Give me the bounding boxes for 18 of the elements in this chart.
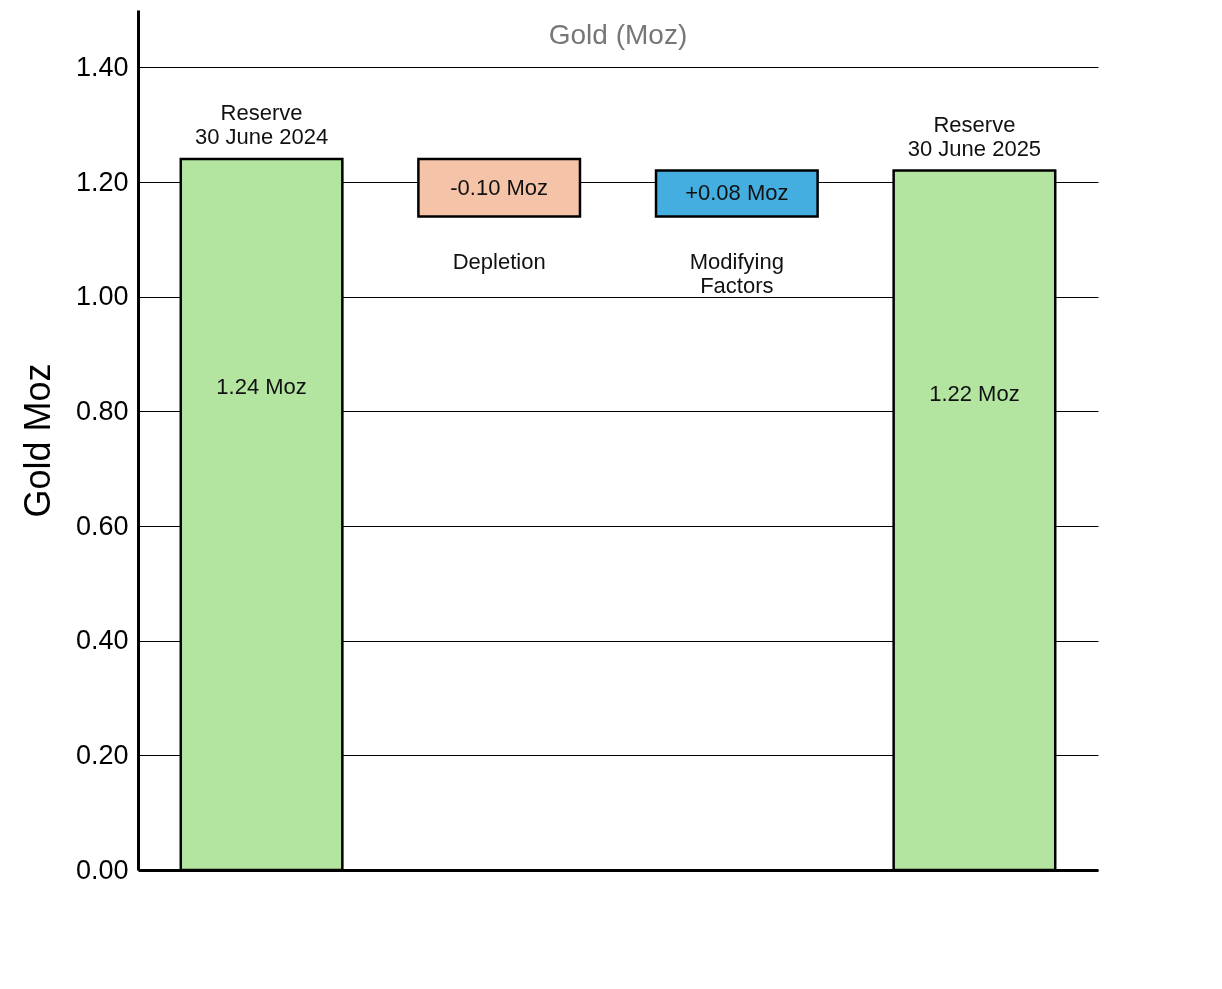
y-tick-label: 0.00 (75, 854, 129, 885)
y-tick-label: 1.40 (75, 51, 129, 82)
y-tick-label: 0.20 (75, 739, 129, 770)
data-label: 1.24 Moz (216, 373, 307, 399)
data-label: 1.22 Moz (929, 381, 1020, 407)
x-tick-label: Depletion (452, 249, 546, 275)
y-tick-label: 0.40 (75, 625, 129, 656)
x-tick-label: Reserve 30 June 2025 (907, 111, 1042, 161)
y-tick-label: 1.00 (75, 281, 129, 312)
x-tick-label: Modifying Factors (689, 249, 784, 299)
data-label: +0.08 Moz (685, 180, 789, 206)
y-tick-label: 1.20 (75, 166, 129, 197)
y-axis-title: Gold Moz (16, 363, 58, 518)
x-tick-label: Reserve 30 June 2024 (194, 100, 329, 150)
data-label: -0.10 Moz (450, 174, 549, 200)
chart-title: Gold (Moz) (548, 19, 688, 50)
y-tick-label: 0.80 (75, 395, 129, 426)
y-tick-label: 0.60 (75, 510, 129, 541)
